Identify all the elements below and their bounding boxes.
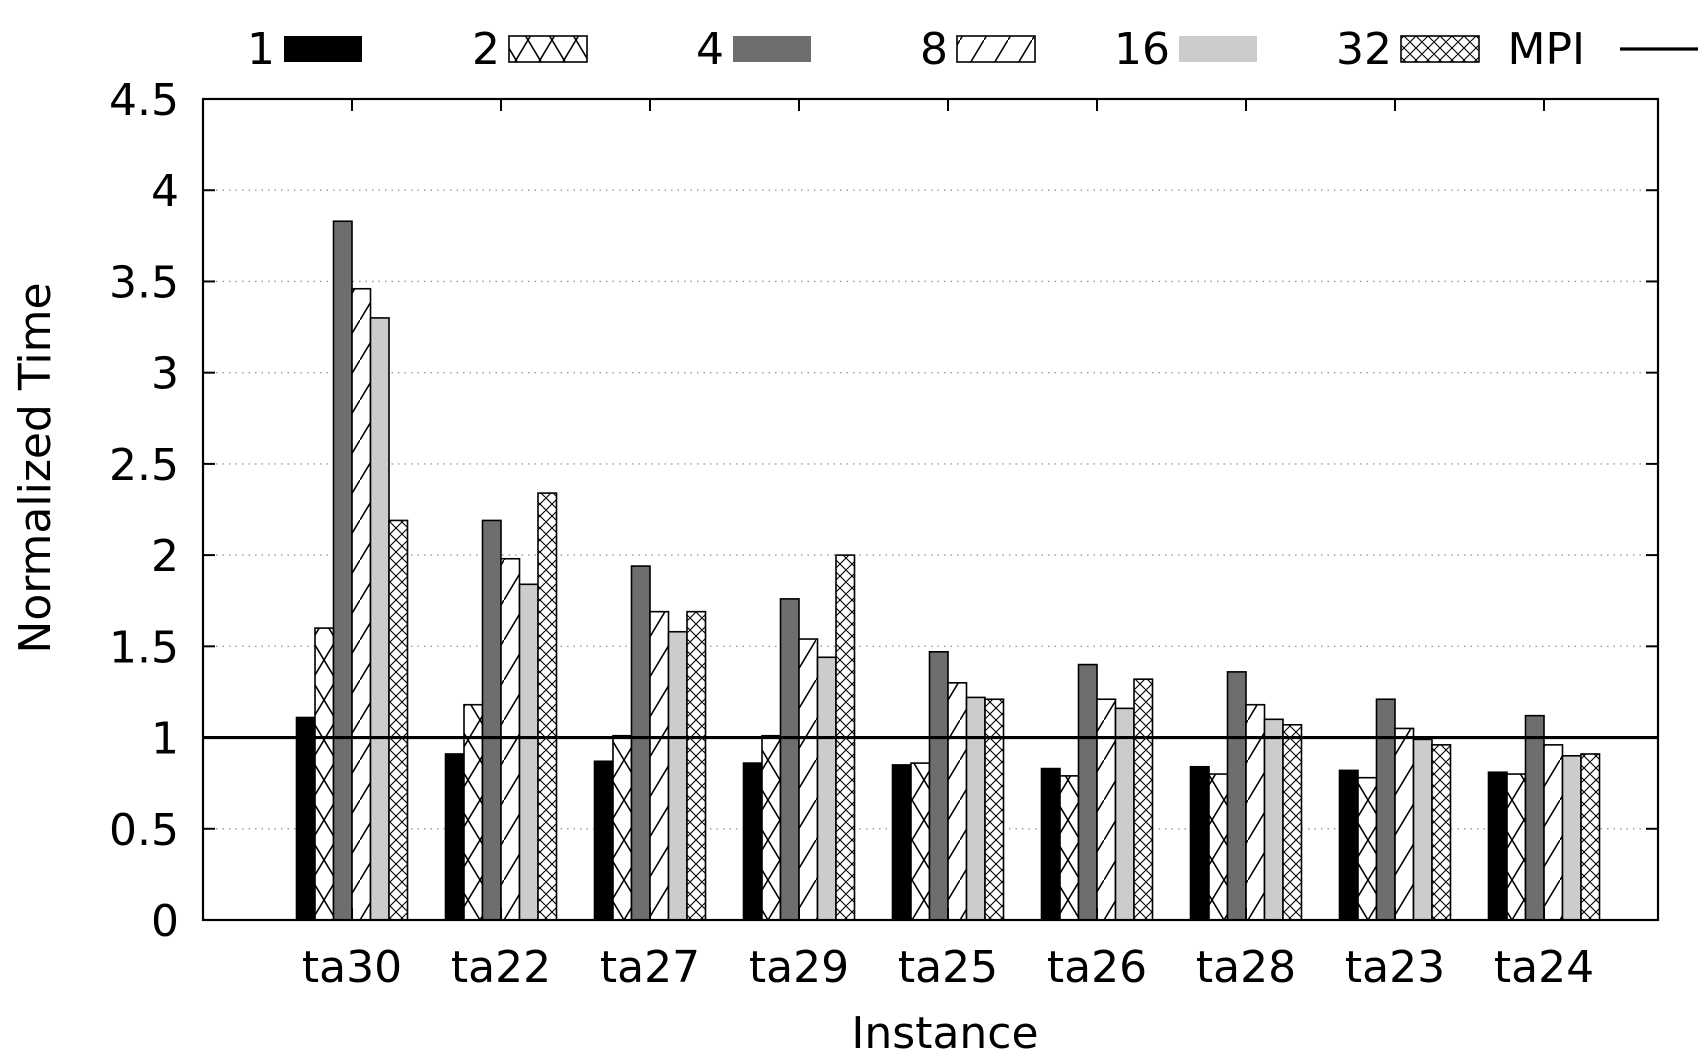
bar-ta22-series-16 [518, 583, 539, 921]
x-tick-label: ta25 [898, 942, 998, 993]
bar-ta23-series-2 [1357, 776, 1378, 921]
bar-ta30-series-8 [351, 287, 372, 921]
legend-label: MPI [1508, 24, 1585, 75]
y-tick-label: 0 [151, 896, 179, 947]
bar-ta27-series-32 [686, 610, 707, 921]
y-tick-label: 1 [151, 714, 179, 765]
y-axis-title: Normalized Time [10, 282, 61, 653]
bar-ta23-series-32 [1431, 744, 1452, 921]
bar-ta22-series-4 [481, 519, 502, 921]
bar-ta27-series-2 [612, 734, 633, 921]
x-tick-label: ta28 [1196, 942, 1296, 993]
bar-ta26-series-1 [1040, 767, 1061, 921]
legend: 1 2 4 8 16 32 MPI [247, 24, 1698, 75]
bar-ta26-series-32 [1133, 678, 1154, 921]
bar-ta25-series-1 [891, 764, 912, 921]
bars-group [295, 220, 1601, 921]
legend-swatch-series-16 [1179, 36, 1257, 62]
bar-ta27-series-1 [593, 760, 614, 921]
bar-ta30-series-2 [314, 627, 335, 921]
bar-ta22-series-32 [537, 492, 558, 921]
bar-ta24-series-1 [1487, 771, 1508, 921]
bar-ta28-series-2 [1208, 773, 1229, 921]
bar-ta24-series-16 [1561, 754, 1582, 921]
bar-ta28-series-4 [1226, 671, 1247, 921]
bar-ta26-series-4 [1077, 663, 1098, 921]
bar-ta30-series-16 [369, 317, 390, 921]
bar-ta29-series-16 [816, 656, 837, 921]
bar-ta25-series-32 [984, 698, 1005, 921]
bar-ta27-series-16 [667, 630, 688, 921]
legend-label: 4 [696, 24, 724, 75]
legend-label: 8 [920, 24, 948, 75]
axes: 0 0.5 1 1.5 2 2.5 3 3.5 4 4.5 ta30 ta22 ta27 ta29 ta25… [109, 75, 1660, 993]
bar-ta29-series-1 [742, 762, 763, 921]
bar-ta28-series-1 [1189, 765, 1210, 921]
bar-ta23-series-16 [1412, 738, 1433, 921]
x-tick-label: ta23 [1345, 942, 1445, 993]
bar-ta30-series-1 [295, 716, 316, 921]
legend-label: 2 [472, 24, 500, 75]
legend-label: 32 [1336, 24, 1392, 75]
bar-ta29-series-4 [779, 598, 800, 921]
legend-label: 1 [247, 24, 275, 75]
y-tick-label: 4.5 [109, 75, 179, 126]
legend-swatch-series-32 [1400, 35, 1480, 63]
bar-ta25-series-4 [928, 651, 949, 921]
y-tick-label: 4 [151, 166, 179, 217]
bar-ta26-series-16 [1114, 707, 1135, 921]
legend-swatch-series-1 [284, 36, 362, 62]
bar-ta29-series-8 [798, 638, 819, 921]
x-tick-label: ta27 [600, 942, 700, 993]
x-tick-label: ta29 [749, 942, 849, 993]
bar-ta28-series-16 [1263, 718, 1284, 921]
x-tick-label: ta30 [302, 942, 402, 993]
y-tick-label: 0.5 [109, 805, 179, 856]
bar-ta24-series-8 [1543, 744, 1564, 921]
bar-ta23-series-8 [1394, 727, 1415, 921]
y-tick-label: 3 [151, 349, 179, 400]
bar-ta25-series-2 [910, 762, 931, 921]
y-tick-label: 2 [151, 531, 179, 582]
x-tick-label: ta22 [451, 942, 551, 993]
y-tick-label: 2.5 [109, 440, 179, 491]
bar-ta25-series-16 [965, 696, 986, 921]
bar-ta27-series-8 [649, 610, 670, 921]
bar-ta22-series-1 [444, 753, 465, 921]
legend-swatch-series-2 [508, 35, 588, 63]
bar-ta30-series-4 [332, 220, 353, 921]
bar-ta26-series-8 [1096, 698, 1117, 921]
bar-ta24-series-4 [1524, 714, 1545, 921]
x-tick-label: ta24 [1494, 942, 1594, 993]
plot-frame [201, 97, 1660, 922]
bar-ta24-series-32 [1580, 753, 1601, 921]
bar-ta26-series-2 [1059, 775, 1080, 921]
bar-ta22-series-8 [500, 557, 521, 921]
bar-ta30-series-32 [388, 519, 409, 921]
y-tick-label: 1.5 [109, 622, 179, 673]
bar-ta25-series-8 [947, 682, 968, 921]
x-axis-title: Instance [851, 1008, 1038, 1056]
bar-ta28-series-32 [1282, 723, 1303, 921]
bar-ta27-series-4 [630, 565, 651, 921]
legend-label: 16 [1114, 24, 1170, 75]
bar-ta23-series-1 [1338, 769, 1359, 921]
bar-ta29-series-2 [761, 734, 782, 921]
y-tick-label: 3.5 [109, 257, 179, 308]
bar-ta24-series-2 [1506, 773, 1527, 921]
x-tick-label: ta26 [1047, 942, 1147, 993]
legend-swatch-series-8 [956, 35, 1036, 63]
legend-swatch-series-4 [733, 36, 811, 62]
bar-ta23-series-4 [1375, 698, 1396, 921]
